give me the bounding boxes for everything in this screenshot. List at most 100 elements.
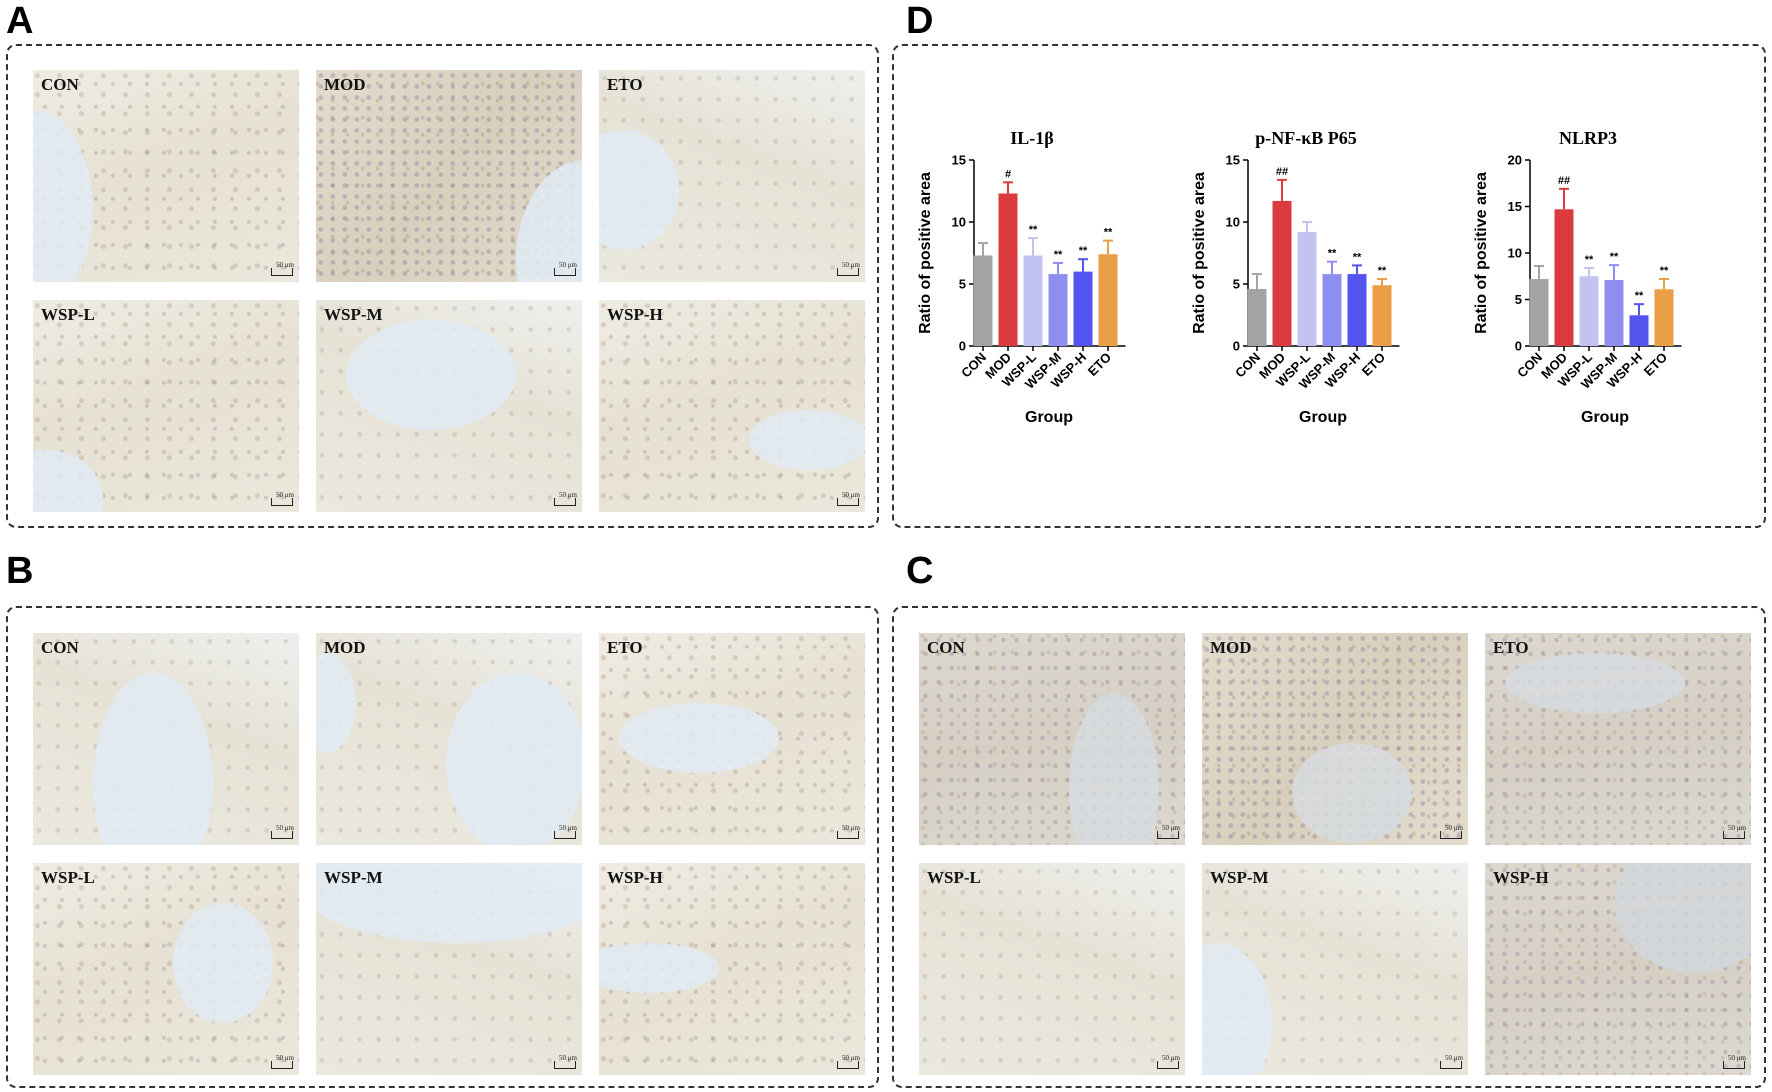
scale-bar-label: 50 μm: [842, 824, 860, 832]
scale-bar: [837, 831, 859, 839]
y-axis-label: Ratio of positive area: [1191, 172, 1208, 334]
significance-label: **: [1079, 245, 1088, 257]
micrograph: MOD 50 μm: [316, 70, 582, 282]
y-tick-label: 15: [952, 153, 966, 168]
bar: [1322, 274, 1342, 346]
significance-label: **: [1660, 265, 1669, 277]
significance-label: **: [1104, 227, 1113, 239]
bar: [1073, 271, 1093, 346]
y-axis-label: Ratio of positive area: [1473, 172, 1490, 334]
x-tick-label: ETO: [1085, 350, 1114, 379]
panel-letter-d: D: [906, 0, 934, 42]
group-label: WSP-M: [1210, 868, 1269, 887]
bar: [1372, 285, 1392, 346]
group-label: WSP-L: [927, 868, 981, 887]
micrograph: WSP-H 50 μm: [599, 300, 865, 512]
micrograph: WSP-L 50 μm: [919, 863, 1185, 1075]
panel-c-frame: [892, 606, 1766, 1088]
y-tick-label: 5: [959, 277, 966, 292]
bar: [1579, 276, 1599, 346]
bar: [1347, 274, 1367, 346]
group-label: WSP-H: [607, 305, 663, 324]
y-tick-label: 10: [1508, 246, 1522, 261]
bar: [1529, 279, 1549, 346]
scale-bar-label: 50 μm: [559, 491, 577, 499]
y-tick-label: 10: [1226, 215, 1240, 230]
y-tick-label: 15: [1226, 153, 1240, 168]
x-tick-label: ETO: [1359, 350, 1388, 379]
significance-label: **: [1353, 251, 1362, 263]
group-label: CON: [927, 638, 965, 657]
scale-bar-label: 50 μm: [559, 824, 577, 832]
significance-label: **: [1378, 265, 1387, 277]
group-label: WSP-L: [41, 305, 95, 324]
scale-bar: [554, 831, 576, 839]
scale-bar: [271, 1061, 293, 1069]
bar: [1554, 209, 1574, 346]
significance-label: ##: [1558, 175, 1570, 187]
y-tick-label: 5: [1233, 277, 1240, 292]
scale-bar-label: 50 μm: [276, 824, 294, 832]
bar: [1604, 279, 1624, 346]
group-label: WSP-H: [607, 868, 663, 887]
scale-bar-label: 50 μm: [1445, 1054, 1463, 1062]
x-axis-label: Group: [1025, 409, 1073, 426]
scale-bar: [554, 1061, 576, 1069]
significance-label: **: [1054, 249, 1063, 261]
x-axis-label: Group: [1581, 409, 1629, 426]
panel-d-frame: [892, 44, 1766, 528]
group-label: WSP-H: [1493, 868, 1549, 887]
chart-il1b: IL-1β Ratio of positive area 0 5 10 15 CON # MOD…: [912, 128, 1182, 490]
bar: [1247, 288, 1267, 346]
micrograph: CON 50 μm: [33, 70, 299, 282]
panel-b-frame: [6, 606, 879, 1088]
micrograph: WSP-H 50 μm: [599, 863, 865, 1075]
scale-bar: [837, 1061, 859, 1069]
micrograph: WSP-L 50 μm: [33, 863, 299, 1075]
micrograph: CON 50 μm: [919, 633, 1185, 845]
scale-bar-label: 50 μm: [1162, 824, 1180, 832]
micrograph: CON 50 μm: [33, 633, 299, 845]
group-label: MOD: [1210, 638, 1252, 657]
scale-bar: [271, 498, 293, 506]
y-tick-label: 15: [1508, 199, 1522, 214]
micrograph: MOD 50 μm: [316, 633, 582, 845]
scale-bar-label: 50 μm: [559, 1054, 577, 1062]
y-tick-label: 0: [1233, 339, 1240, 354]
bar: [1629, 315, 1649, 346]
scale-bar-label: 50 μm: [1728, 824, 1746, 832]
chart-nlrp3: NLRP3 Ratio of positive area 0 5 10 15 20 CON ##…: [1468, 128, 1738, 490]
bar: [1098, 254, 1118, 346]
scale-bar: [1440, 831, 1462, 839]
scale-bar-label: 50 μm: [276, 491, 294, 499]
y-tick-label: 0: [959, 339, 966, 354]
group-label: ETO: [1493, 638, 1529, 657]
scale-bar: [554, 268, 576, 276]
bar: [1654, 289, 1674, 346]
chart-title: p-NF-κB P65: [1255, 128, 1357, 148]
bar: [1297, 231, 1317, 346]
y-axis-label: Ratio of positive area: [917, 172, 934, 334]
x-tick-label: CON: [958, 350, 989, 381]
scale-bar: [1440, 1061, 1462, 1069]
group-label: WSP-M: [324, 868, 383, 887]
scale-bar-label: 50 μm: [842, 1054, 860, 1062]
group-label: CON: [41, 638, 79, 657]
significance-label: **: [1328, 248, 1337, 260]
group-label: WSP-M: [324, 305, 383, 324]
group-label: WSP-L: [41, 868, 95, 887]
scale-bar: [1723, 831, 1745, 839]
x-tick-label: CON: [1514, 350, 1545, 381]
micrograph: ETO 50 μm: [1485, 633, 1751, 845]
scale-bar: [1157, 831, 1179, 839]
group-label: MOD: [324, 638, 366, 657]
significance-label: **: [1029, 224, 1038, 236]
micrograph: WSP-M 50 μm: [316, 863, 582, 1075]
chart-title: NLRP3: [1559, 128, 1617, 148]
scale-bar: [837, 498, 859, 506]
scale-bar-label: 50 μm: [276, 261, 294, 269]
bar: [1048, 274, 1068, 346]
micrograph: WSP-L 50 μm: [33, 300, 299, 512]
significance-label: **: [1635, 290, 1644, 302]
scale-bar: [837, 268, 859, 276]
